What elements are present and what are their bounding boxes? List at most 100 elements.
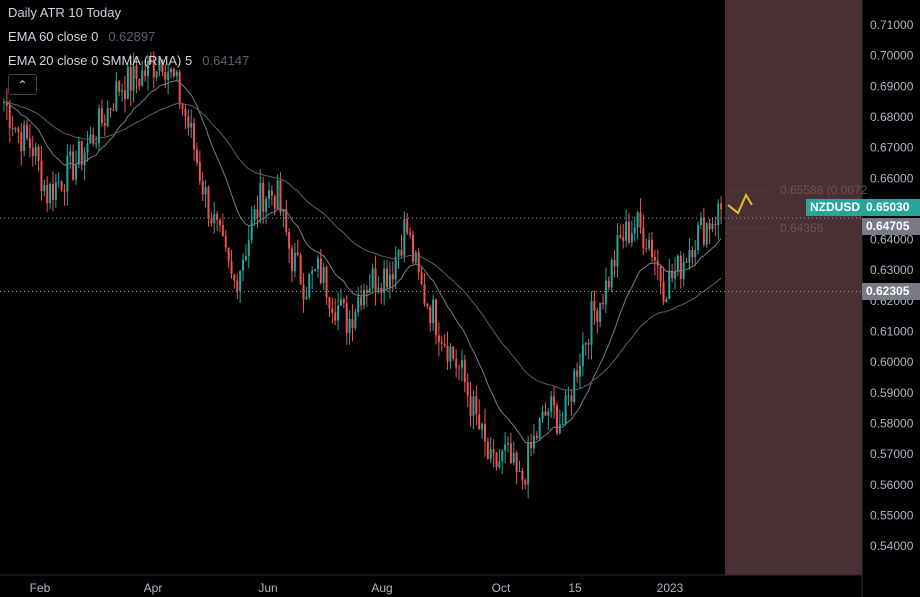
y-tick-label: 0.61000	[870, 325, 914, 339]
candle	[296, 252, 299, 256]
candle	[432, 299, 435, 324]
candle	[671, 270, 674, 279]
candle	[417, 252, 420, 273]
candle	[688, 249, 691, 263]
candle	[288, 231, 291, 249]
candle	[463, 360, 466, 383]
candle	[478, 414, 481, 430]
candle	[492, 449, 495, 454]
candle	[676, 255, 679, 272]
candle	[599, 302, 602, 323]
y-tick-label: 0.56000	[870, 478, 914, 492]
candle	[411, 234, 414, 262]
candle	[77, 141, 80, 165]
collapse-legend-button[interactable]: ⌃	[8, 74, 37, 95]
candle	[518, 470, 521, 472]
candle	[319, 258, 322, 283]
candle	[190, 123, 193, 128]
x-tick-label: Aug	[371, 581, 392, 595]
candle	[397, 249, 400, 257]
candle	[702, 217, 705, 245]
candle	[717, 203, 720, 225]
candle	[302, 284, 305, 300]
candle	[250, 220, 253, 241]
candle	[265, 198, 268, 212]
candle	[501, 450, 504, 462]
candle	[714, 223, 717, 225]
candle	[20, 132, 23, 151]
candle	[244, 256, 247, 261]
ema20-line	[3, 79, 722, 444]
candle	[314, 269, 317, 271]
candle	[607, 280, 610, 288]
candle	[187, 116, 190, 128]
symbol-tag: NZDUSD	[806, 199, 864, 216]
candle	[685, 261, 688, 263]
candle	[221, 225, 224, 236]
projection-zone	[725, 0, 862, 575]
candle	[164, 72, 167, 80]
candle	[504, 444, 507, 451]
y-tick-label: 0.64000	[870, 233, 914, 247]
candle	[342, 299, 345, 304]
candle	[57, 181, 60, 183]
candle	[198, 162, 201, 182]
candle	[293, 252, 296, 272]
candle	[193, 123, 196, 150]
candle	[555, 405, 558, 434]
x-tick-label: Apr	[144, 581, 163, 595]
candle	[625, 221, 628, 241]
candle	[659, 265, 662, 282]
chevron-up-icon: ⌃	[17, 78, 28, 92]
candle	[175, 71, 178, 77]
candle	[466, 382, 469, 396]
ema60-legend[interactable]: EMA 60 close 0 0.62897	[8, 29, 155, 44]
candle	[512, 452, 515, 463]
candle	[440, 341, 443, 344]
candle	[403, 218, 406, 256]
candle	[322, 266, 325, 283]
projection-arrow	[727, 192, 753, 215]
candle	[14, 128, 17, 130]
candle	[558, 424, 561, 434]
candle	[167, 72, 170, 80]
candle	[213, 214, 216, 224]
candle	[630, 233, 633, 243]
candle	[339, 299, 342, 306]
candle	[443, 343, 446, 346]
candle	[144, 70, 147, 77]
candle	[567, 395, 570, 397]
candle	[547, 411, 550, 416]
candle	[386, 268, 389, 288]
candle	[291, 248, 293, 272]
candle	[423, 283, 426, 304]
candle	[112, 110, 115, 112]
ema20-legend[interactable]: EMA 20 close 0 SMMA (RMA) 5 0.64147	[8, 53, 249, 68]
candle	[711, 223, 714, 230]
candle	[100, 108, 103, 124]
candle	[368, 288, 371, 293]
candle	[129, 66, 132, 91]
candle	[311, 270, 314, 274]
x-tick-label: Jun	[258, 581, 277, 595]
candle	[132, 65, 135, 91]
candle	[426, 303, 429, 307]
candle	[11, 128, 14, 130]
candle	[587, 343, 590, 345]
legend-title: Daily ATR 10 Today	[8, 5, 121, 20]
candle	[400, 249, 403, 256]
candle	[622, 237, 625, 241]
candle	[60, 181, 63, 190]
candle	[483, 423, 486, 442]
candle	[170, 68, 173, 73]
candle	[121, 90, 124, 92]
candle	[83, 152, 86, 166]
candle	[75, 164, 77, 180]
candle	[23, 124, 26, 151]
candle	[351, 318, 354, 328]
candle	[69, 151, 72, 156]
horizontal-line-price-tag: 0.62305	[862, 283, 920, 300]
ema60-value: 0.62897	[108, 29, 156, 44]
candle	[49, 183, 52, 204]
